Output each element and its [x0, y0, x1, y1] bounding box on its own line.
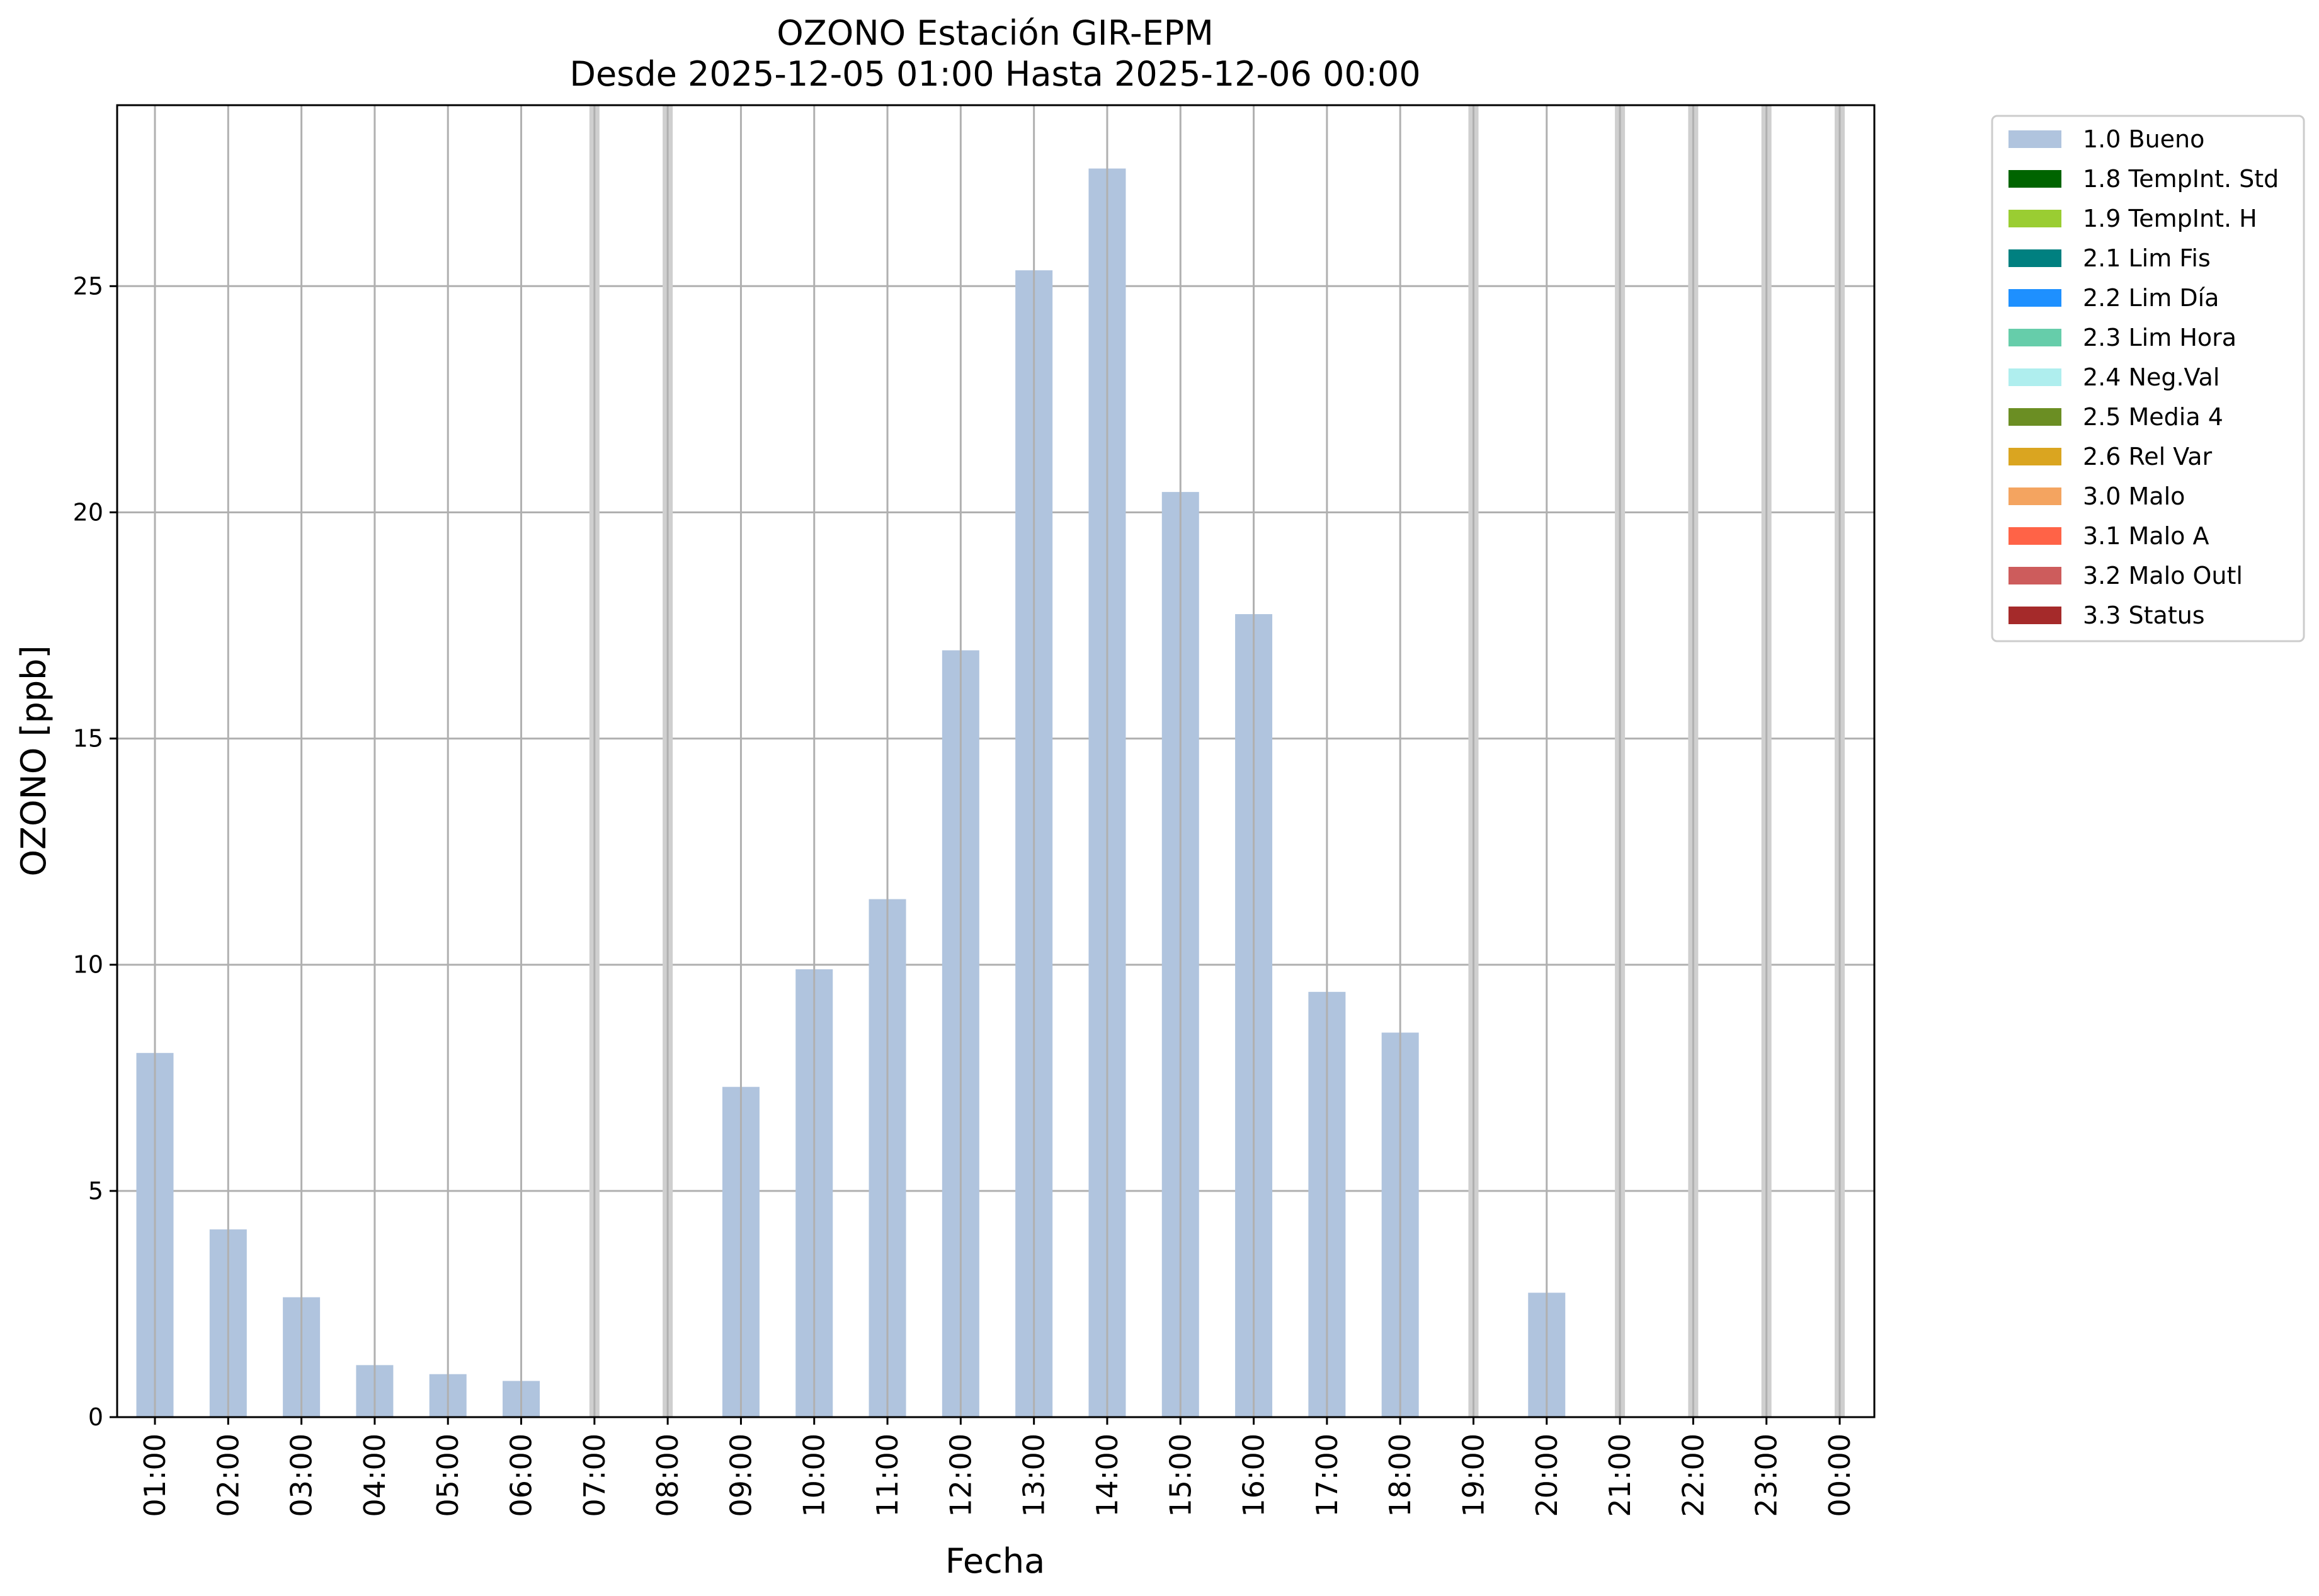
legend-swatch	[2008, 368, 2061, 386]
x-tick-label: 15:00	[1163, 1434, 1197, 1517]
y-tick-label: 0	[88, 1403, 103, 1431]
legend-swatch	[2008, 249, 2061, 267]
legend-label: 2.1 Lim Fis	[2083, 244, 2211, 272]
legend-label: 3.1 Malo A	[2083, 522, 2209, 550]
x-tick-label: 06:00	[504, 1434, 538, 1517]
x-axis-title: Fecha	[945, 1541, 1045, 1581]
x-tick-label: 05:00	[431, 1434, 465, 1517]
chart-title: OZONO Estación GIR-EPM	[777, 13, 1214, 53]
x-tick-label: 08:00	[651, 1434, 685, 1517]
x-tick-label: 19:00	[1456, 1434, 1490, 1517]
y-axis-ticks: 0 5 10 15 20 25	[73, 272, 117, 1431]
legend-swatch	[2008, 607, 2061, 624]
legend-label: 3.3 Status	[2083, 601, 2205, 629]
legend-label: 2.2 Lim Día	[2083, 284, 2219, 312]
grid-layer	[117, 285, 1874, 1192]
vertical-grid-layer	[154, 105, 1841, 1417]
plot-area-frame	[116, 104, 1876, 1418]
x-tick-label: 01:00	[138, 1434, 172, 1517]
x-tick-label: 12:00	[943, 1434, 977, 1517]
x-axis-ticks: 01:00 02:00 03:00 04:00 05:00 06:00 07:00 08:00…	[138, 1417, 1857, 1517]
plot-area-background	[117, 105, 1874, 1417]
x-tick-label: 10:00	[797, 1434, 831, 1517]
legend-swatch	[2008, 567, 2061, 584]
x-tick-label: 22:00	[1676, 1434, 1710, 1517]
legend-swatch	[2008, 487, 2061, 505]
x-tick-label: 00:00	[1823, 1434, 1857, 1517]
y-tick-label: 25	[73, 272, 103, 300]
x-tick-label: 04:00	[358, 1434, 392, 1517]
x-tick-label: 17:00	[1310, 1434, 1344, 1517]
legend-label: 1.0 Bueno	[2083, 125, 2204, 153]
y-tick-label: 15	[73, 725, 103, 753]
x-tick-label: 20:00	[1530, 1434, 1564, 1517]
legend-frame	[1991, 115, 2305, 642]
x-tick-label: 02:00	[211, 1434, 245, 1517]
legend-swatch	[2008, 170, 2061, 188]
chart-subtitle: Desde 2025-12-05 01:00 Hasta 2025-12-06 …	[569, 54, 1420, 94]
legend-label: 2.6 Rel Var	[2083, 443, 2213, 470]
legend-label: 3.2 Malo Outl	[2083, 562, 2243, 590]
x-tick-label: 11:00	[870, 1434, 904, 1517]
legend: 1.0 Bueno 1.8 TempInt. Std 1.9 TempInt. H 2…	[1991, 115, 2305, 642]
y-axis-title: OZONO [ppb]	[14, 645, 54, 876]
legend-swatch	[2008, 210, 2061, 227]
legend-swatch	[2008, 448, 2061, 465]
y-tick-label: 20	[73, 498, 103, 526]
legend-swatch	[2008, 289, 2061, 307]
legend-swatch	[2008, 130, 2061, 148]
x-tick-label: 23:00	[1750, 1434, 1784, 1517]
x-tick-label: 09:00	[724, 1434, 758, 1517]
x-tick-label: 21:00	[1603, 1434, 1637, 1517]
y-tick-label: 5	[88, 1177, 103, 1205]
legend-swatch	[2008, 329, 2061, 346]
x-tick-label: 03:00	[285, 1434, 319, 1517]
x-tick-label: 16:00	[1237, 1434, 1271, 1517]
legend-label: 2.3 Lim Hora	[2083, 324, 2236, 351]
legend-label: 3.0 Malo	[2083, 482, 2185, 510]
x-tick-label: 18:00	[1383, 1434, 1417, 1517]
legend-label: 2.4 Neg.Val	[2083, 363, 2219, 391]
x-tick-label: 13:00	[1017, 1434, 1051, 1517]
legend-label: 2.5 Media 4	[2083, 403, 2223, 431]
legend-swatch	[2008, 527, 2061, 545]
x-tick-label: 14:00	[1090, 1434, 1124, 1517]
legend-label: 1.8 TempInt. Std	[2083, 165, 2279, 193]
legend-swatch	[2008, 408, 2061, 426]
y-tick-label: 10	[73, 951, 103, 979]
x-tick-label: 07:00	[578, 1434, 612, 1517]
legend-label: 1.9 TempInt. H	[2083, 205, 2257, 232]
